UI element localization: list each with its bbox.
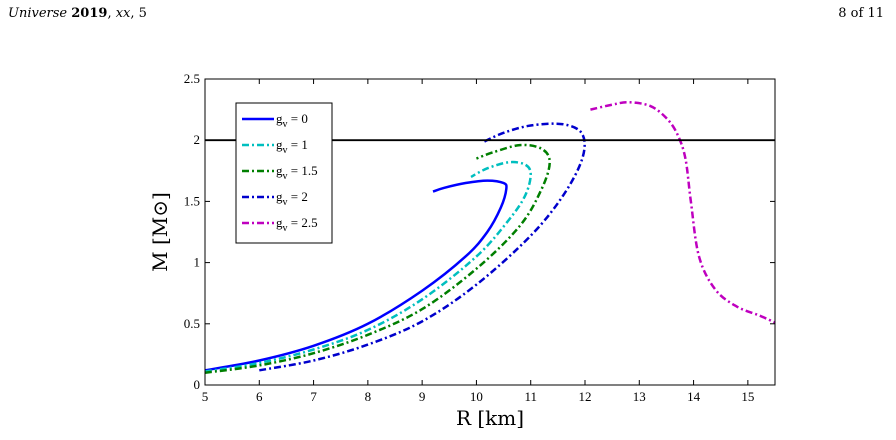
legend: gv = 0gv = 1gv = 1.5gv = 2gv = 2.5 bbox=[235, 102, 333, 244]
journal-name: Universe bbox=[8, 6, 68, 21]
y-axis-label: M [M⊙] bbox=[148, 192, 172, 272]
y-tick-label: 1 bbox=[194, 255, 201, 270]
legend-label-symbol: g bbox=[276, 189, 283, 204]
y-tick-label: 0.5 bbox=[184, 316, 200, 331]
x-tick-label: 11 bbox=[524, 389, 537, 404]
series-line-3 bbox=[259, 122, 586, 372]
legend-label-subscript: v bbox=[283, 223, 288, 234]
y-tick-label: 1.5 bbox=[184, 193, 200, 208]
legend-label-value: = 2 bbox=[288, 189, 308, 204]
legend-label-subscript: v bbox=[283, 119, 288, 130]
x-tick-label: 15 bbox=[741, 389, 754, 404]
y-tick-label: 2 bbox=[194, 132, 201, 147]
journal-year: 2019 bbox=[71, 6, 108, 21]
page-number: 8 of 11 bbox=[838, 6, 884, 21]
journal-issue: 5 bbox=[138, 6, 147, 21]
series-line-1 bbox=[205, 160, 532, 373]
series-line-0 bbox=[205, 179, 508, 372]
x-tick-label: 12 bbox=[579, 389, 592, 404]
x-tick-label: 7 bbox=[310, 389, 317, 404]
legend-label-2: gv = 1.5 bbox=[276, 163, 318, 182]
axes-layer: 5 6 7 8 9 10 11 12 13 14 15 0 0.5 1 1.5 2 2.5 R [km] M [M⊙… bbox=[148, 71, 776, 430]
legend-label-symbol: g bbox=[276, 111, 283, 126]
x-tick-label: 6 bbox=[256, 389, 263, 404]
plot-frame bbox=[204, 78, 776, 386]
series-line-4 bbox=[590, 101, 775, 324]
legend-label-1: gv = 1 bbox=[276, 137, 308, 156]
x-tick-label: 10 bbox=[470, 389, 483, 404]
legend-label-symbol: g bbox=[276, 137, 283, 152]
x-tick-label: 8 bbox=[365, 389, 372, 404]
legend-label-3: gv = 2 bbox=[276, 189, 308, 208]
legend-label-value: = 1 bbox=[288, 137, 308, 152]
running-header: Universe 2019, xx, 5 bbox=[8, 6, 147, 21]
journal-volume: xx bbox=[115, 6, 131, 21]
x-tick-label: 13 bbox=[633, 389, 646, 404]
legend-label-subscript: v bbox=[283, 197, 288, 208]
y-tick-label: 2.5 bbox=[184, 71, 200, 86]
legend-label-subscript: v bbox=[283, 145, 288, 156]
x-tick-label: 9 bbox=[419, 389, 426, 404]
legend-label-subscript: v bbox=[283, 171, 288, 182]
y-tick-label: 0 bbox=[194, 377, 201, 392]
legend-label-value: = 1.5 bbox=[288, 163, 318, 178]
x-tick-label: 5 bbox=[202, 389, 209, 404]
legend-label-symbol: g bbox=[276, 215, 283, 230]
series-line-2 bbox=[205, 143, 551, 374]
legend-label-symbol: g bbox=[276, 163, 283, 178]
legend-label-0: gv = 0 bbox=[276, 111, 308, 130]
legend-label-value: = 0 bbox=[288, 111, 308, 126]
legend-label-value: = 2.5 bbox=[288, 215, 318, 230]
x-tick-label: 14 bbox=[687, 389, 701, 404]
series-layer bbox=[205, 101, 775, 374]
legend-label-4: gv = 2.5 bbox=[276, 215, 318, 234]
legend-box bbox=[235, 102, 333, 244]
x-axis-label: R [km] bbox=[456, 406, 524, 430]
